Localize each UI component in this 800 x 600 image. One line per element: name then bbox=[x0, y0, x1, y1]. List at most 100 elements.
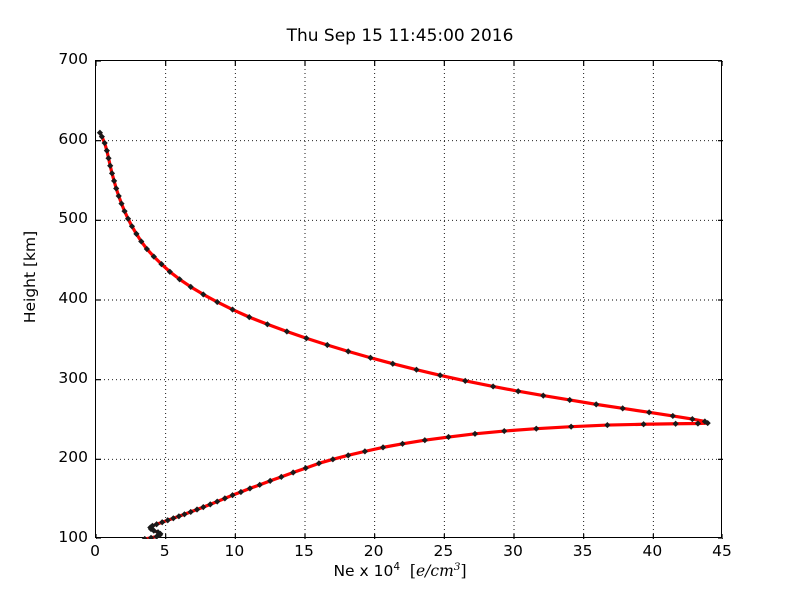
data-point-marker bbox=[133, 230, 140, 237]
data-point-marker bbox=[303, 335, 310, 342]
data-point-marker bbox=[593, 401, 600, 408]
data-point-marker bbox=[108, 170, 116, 177]
grid-lines bbox=[96, 61, 723, 539]
y-axis-tick-labels: 100 200 300 400 500 600 700 bbox=[34, 0, 88, 600]
data-point-marker bbox=[669, 412, 676, 420]
axis-tick-marks bbox=[96, 61, 723, 539]
data-point-marker bbox=[147, 534, 155, 539]
x-axis-unit-numerator: e bbox=[415, 562, 426, 580]
data-point-marker bbox=[121, 208, 128, 215]
data-point-marker bbox=[315, 460, 323, 467]
x-tick-label: 10 bbox=[224, 542, 245, 560]
y-tick-label: 300 bbox=[58, 368, 88, 387]
data-point-marker bbox=[96, 129, 103, 136]
data-point-marker bbox=[175, 513, 182, 520]
data-point-marker bbox=[515, 388, 522, 395]
data-point-marker bbox=[118, 200, 125, 207]
y-tick-label: 200 bbox=[58, 448, 88, 467]
data-point-marker bbox=[141, 535, 148, 539]
data-point-marker bbox=[413, 366, 420, 373]
x-axis-label-exponent: 4 bbox=[393, 560, 401, 573]
data-point-marker bbox=[694, 420, 702, 427]
data-point-marker bbox=[501, 427, 508, 435]
data-point-marker bbox=[200, 504, 207, 511]
plot-area bbox=[95, 60, 723, 539]
x-tick-label: 0 bbox=[90, 542, 100, 560]
data-point-marker bbox=[471, 430, 479, 437]
x-tick-label: 45 bbox=[712, 542, 732, 560]
data-point-marker bbox=[256, 481, 263, 488]
x-tick-label: 25 bbox=[433, 542, 454, 560]
data-point-marker bbox=[98, 133, 105, 140]
x-tick-label: 15 bbox=[294, 542, 314, 560]
x-axis-label: Ne x 104 [e/cm3] bbox=[0, 562, 800, 580]
data-point-marker bbox=[462, 377, 469, 384]
data-point-marker bbox=[111, 177, 118, 184]
data-point-marker bbox=[540, 392, 547, 399]
data-point-marker bbox=[302, 465, 309, 472]
data-point-marker bbox=[646, 409, 653, 416]
y-tick-label: 100 bbox=[58, 528, 88, 546]
data-point-marker bbox=[187, 283, 194, 290]
y-tick-label: 400 bbox=[58, 289, 88, 307]
data-point-marker bbox=[701, 418, 708, 425]
data-point-marker bbox=[283, 328, 290, 335]
data-point-marker bbox=[329, 456, 336, 463]
data-point-marker bbox=[143, 245, 150, 253]
data-point-marker bbox=[207, 501, 214, 508]
data-point-marker bbox=[490, 383, 497, 390]
data-point-marker bbox=[399, 440, 406, 447]
data-point-marker bbox=[237, 488, 245, 496]
data-point-marker bbox=[229, 306, 236, 313]
data-point-marker bbox=[566, 396, 573, 404]
x-axis-unit-slash: / bbox=[425, 562, 431, 580]
y-tick-label: 600 bbox=[58, 129, 88, 148]
x-tick-label: 5 bbox=[159, 542, 170, 560]
x-axis-label-prefix: Ne x 10 bbox=[333, 562, 394, 580]
x-tick-label: 40 bbox=[642, 542, 663, 560]
data-point-marker bbox=[324, 341, 331, 349]
data-point-marker bbox=[166, 268, 173, 275]
data-point-marker bbox=[164, 517, 171, 524]
data-point-marker bbox=[619, 405, 626, 412]
data-point-marker bbox=[128, 223, 136, 230]
data-point-marker bbox=[229, 492, 236, 499]
data-point-marker bbox=[176, 276, 183, 283]
data-point-marker bbox=[246, 314, 253, 321]
data-point-marker bbox=[158, 261, 165, 268]
data-point-marker bbox=[290, 469, 297, 476]
data-point-marker bbox=[278, 473, 285, 480]
data-point-marker bbox=[267, 477, 274, 484]
x-axis-unit-open: [ bbox=[409, 562, 416, 580]
x-tick-label: 20 bbox=[363, 542, 384, 560]
y-tick-label: 500 bbox=[58, 209, 88, 228]
data-point-marker bbox=[379, 444, 387, 451]
y-axis-label: Height [km] bbox=[21, 230, 39, 324]
data-point-marker bbox=[214, 498, 221, 505]
y-tick-label: 700 bbox=[58, 50, 88, 68]
data-point-marker bbox=[170, 515, 177, 522]
plot-canvas bbox=[96, 61, 723, 539]
data-point-marker bbox=[345, 452, 352, 459]
data-point-marker bbox=[187, 508, 194, 516]
data-point-marker bbox=[568, 423, 575, 430]
data-point-marker bbox=[181, 511, 188, 518]
data-point-marker bbox=[421, 437, 428, 444]
data-point-marker bbox=[533, 425, 540, 432]
data-point-marker bbox=[689, 416, 696, 423]
data-point-marker bbox=[153, 521, 160, 528]
data-point-marker bbox=[246, 485, 254, 492]
data-point-marker bbox=[150, 253, 157, 260]
data-point-marker bbox=[264, 321, 271, 328]
data-point-marker bbox=[193, 506, 201, 513]
data-point-marker bbox=[200, 291, 207, 298]
x-tick-label: 35 bbox=[572, 542, 593, 560]
data-point-marker bbox=[101, 139, 108, 147]
data-point-marker bbox=[214, 298, 221, 306]
x-axis-unit-close: ] bbox=[460, 562, 467, 580]
x-tick-label: 30 bbox=[503, 542, 523, 560]
data-point-marker bbox=[640, 421, 647, 428]
data-point-marker bbox=[113, 185, 120, 192]
